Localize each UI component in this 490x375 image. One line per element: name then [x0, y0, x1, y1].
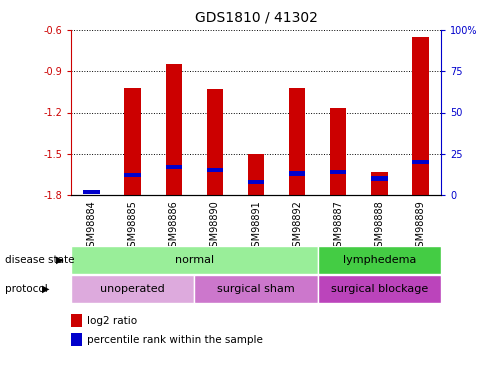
Title: GDS1810 / 41302: GDS1810 / 41302	[195, 10, 318, 25]
Text: ▶: ▶	[56, 255, 64, 265]
Text: lymphedema: lymphedema	[343, 255, 416, 265]
Text: ▶: ▶	[42, 284, 49, 294]
Bar	[248, 180, 264, 184]
Bar	[289, 88, 305, 195]
Bar	[166, 165, 182, 169]
Bar	[289, 171, 305, 176]
Text: normal: normal	[175, 255, 214, 265]
Bar	[330, 108, 346, 195]
Bar	[412, 37, 429, 195]
Bar	[412, 160, 429, 164]
Text: surgical sham: surgical sham	[217, 284, 295, 294]
Text: unoperated: unoperated	[100, 284, 165, 294]
Bar	[248, 154, 264, 195]
Bar	[124, 173, 141, 177]
Bar	[330, 170, 346, 174]
Bar	[371, 172, 388, 195]
Bar	[207, 89, 223, 195]
Bar	[318, 275, 441, 303]
Text: log2 ratio: log2 ratio	[87, 316, 137, 326]
Bar	[371, 176, 388, 180]
Bar	[83, 190, 100, 194]
Bar	[207, 168, 223, 172]
Bar	[318, 246, 441, 274]
Text: disease state: disease state	[5, 255, 74, 265]
Bar	[124, 88, 141, 195]
Text: protocol: protocol	[5, 284, 48, 294]
Text: percentile rank within the sample: percentile rank within the sample	[87, 334, 263, 345]
Bar	[71, 246, 318, 274]
Bar	[166, 64, 182, 195]
Bar	[71, 275, 195, 303]
Bar	[195, 275, 318, 303]
Text: surgical blockage: surgical blockage	[331, 284, 428, 294]
